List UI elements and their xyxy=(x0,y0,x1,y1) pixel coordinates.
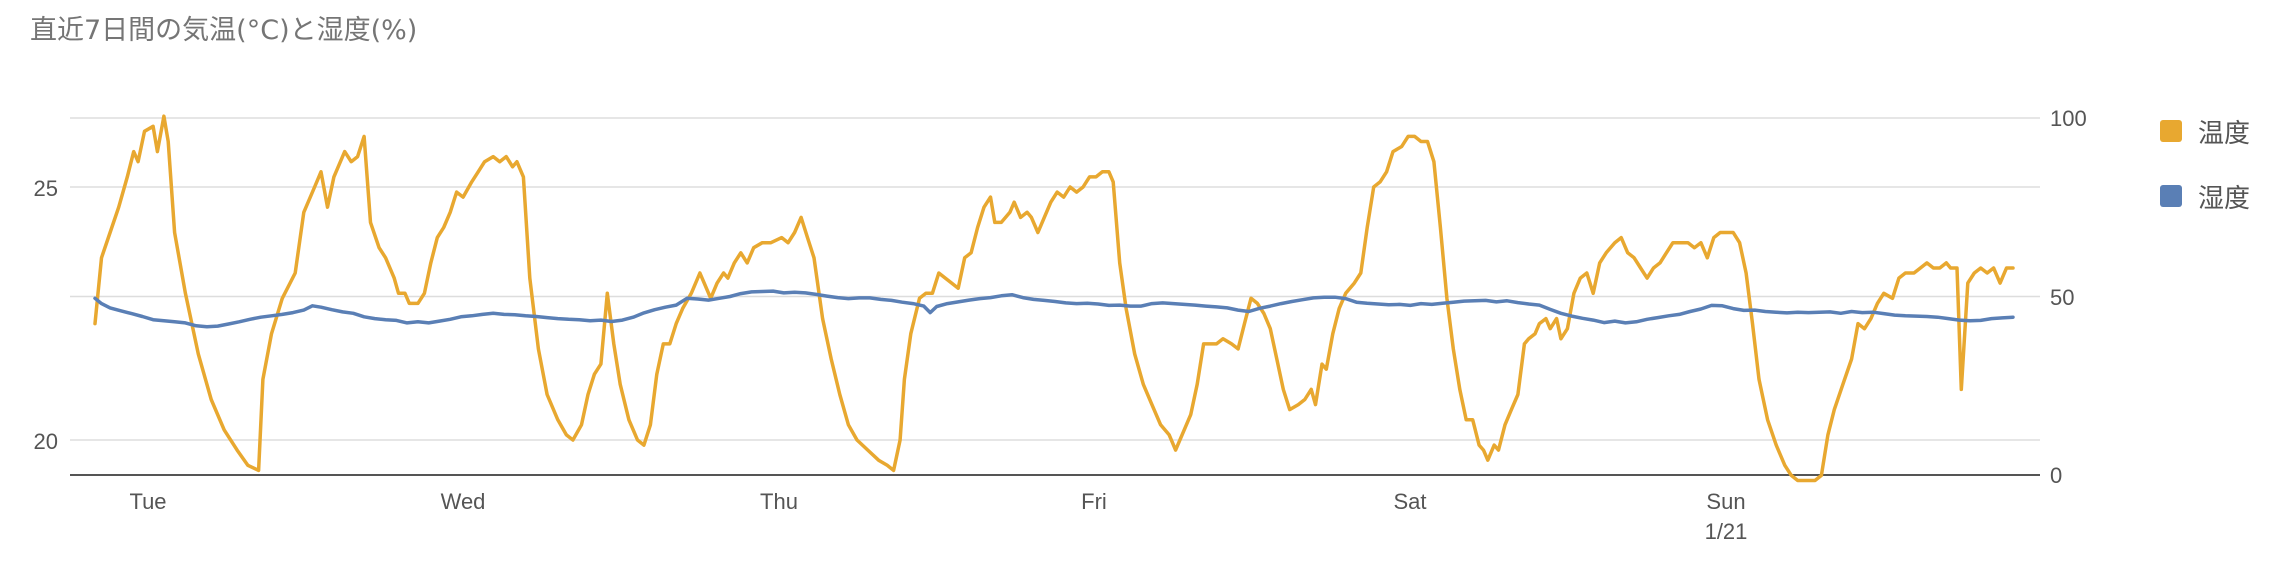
y-right-tick-100: 100 xyxy=(2050,106,2087,131)
y-left-tick-25: 25 xyxy=(34,176,58,201)
x-tick-wed: Wed xyxy=(441,489,486,514)
x-tick-thu: Thu xyxy=(760,489,798,514)
chart-title: 直近7日間の気温(°C)と湿度(%) xyxy=(30,15,418,46)
series-layer xyxy=(93,114,2015,483)
x-tick-fri: Fri xyxy=(1081,489,1107,514)
y-right-tick-50: 50 xyxy=(2050,285,2074,310)
legend-item-temperature[interactable]: 温度 xyxy=(2160,119,2250,149)
series-line-humidity[interactable] xyxy=(93,289,2015,329)
legend-item-humidity[interactable]: 湿度 xyxy=(2160,184,2250,214)
gridlines xyxy=(70,117,2040,441)
series-line-temperature[interactable] xyxy=(93,114,2015,483)
x-tick-tue: Tue xyxy=(129,489,166,514)
legend-label-temperature: 温度 xyxy=(2198,119,2250,149)
x-tick-date: 1/21 xyxy=(1705,519,1748,544)
legend: 温度 湿度 xyxy=(2160,119,2250,214)
x-tick-sun: Sun xyxy=(1706,489,1745,514)
y-left-tick-20: 20 xyxy=(34,429,58,454)
legend-swatch-humidity xyxy=(2160,185,2182,207)
legend-label-humidity: 湿度 xyxy=(2198,184,2250,214)
legend-swatch-temperature xyxy=(2160,120,2182,142)
y-right-tick-0: 0 xyxy=(2050,463,2062,488)
x-tick-sat: Sat xyxy=(1393,489,1426,514)
